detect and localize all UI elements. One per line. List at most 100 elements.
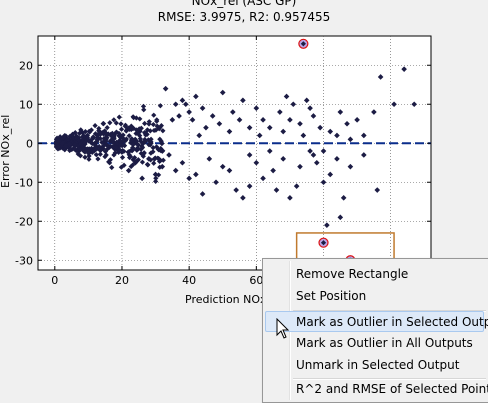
data-point (146, 156, 152, 162)
data-point (82, 129, 89, 135)
data-point (113, 141, 119, 147)
data-point (320, 240, 327, 246)
data-point (121, 148, 127, 154)
data-point (84, 132, 91, 138)
data-point (109, 164, 115, 171)
data-point (236, 117, 243, 123)
chart-subtitle: RMSE: 3.9975, R2: 0.957455 (157, 10, 331, 24)
data-point (118, 126, 125, 132)
y-tick-label: 0 (26, 137, 33, 150)
data-point (189, 117, 196, 123)
data-point (317, 124, 323, 131)
data-point (139, 159, 146, 165)
context-menu[interactable]: Remove Rectangle Set Position Mark as Ou… (262, 258, 488, 403)
y-tick-label: -20 (15, 215, 33, 228)
data-point (75, 151, 81, 157)
data-point (109, 138, 116, 144)
data-point (240, 195, 246, 201)
chart-title: NOx_rel (ASC GP) (191, 0, 297, 8)
data-point (73, 148, 79, 154)
data-point (113, 129, 120, 135)
menu-item-unmark-selected[interactable]: Unmark in Selected Output (265, 355, 484, 376)
data-point (82, 140, 88, 146)
data-point (280, 156, 287, 162)
data-point (347, 163, 354, 170)
data-point (283, 93, 290, 100)
x-tick-label: 20 (115, 274, 129, 287)
data-point (246, 124, 253, 131)
data-point (92, 131, 99, 137)
data-point (293, 183, 300, 189)
data-point (120, 138, 126, 145)
data-point (92, 123, 98, 129)
data-point (226, 128, 233, 135)
data-point (277, 109, 283, 115)
data-point (270, 167, 276, 174)
data-point (135, 146, 142, 152)
data-point (98, 147, 104, 153)
data-point (266, 148, 273, 154)
data-point (172, 167, 179, 174)
data-point (158, 123, 165, 129)
data-point (126, 133, 132, 139)
data-point (151, 160, 157, 166)
data-point (119, 154, 126, 161)
menu-item-r2-rmse[interactable]: R^2 and RMSE of Selected Points (265, 379, 488, 400)
menu-item-label: Mark as Outlier in All Outputs (296, 336, 473, 350)
data-point (320, 179, 327, 186)
data-point (140, 103, 147, 109)
menu-item-label: R^2 and RMSE of Selected Points (296, 382, 488, 396)
data-point (142, 120, 148, 127)
data-point (377, 74, 384, 80)
menu-item-mark-outlier-all[interactable]: Mark as Outlier in All Outputs (265, 333, 484, 354)
data-point (300, 132, 307, 139)
data-point (130, 156, 136, 163)
menu-item-mark-outlier-selected[interactable]: Mark as Outlier in Selected Output (265, 311, 488, 332)
data-point (89, 140, 95, 147)
data-point (97, 151, 103, 157)
data-point (135, 130, 141, 137)
data-point (374, 187, 381, 193)
data-point (260, 117, 266, 123)
data-point (130, 142, 136, 148)
data-point (96, 125, 102, 132)
data-point (141, 150, 147, 156)
data-point (253, 105, 260, 111)
data-point (287, 195, 293, 201)
axes-area[interactable] (37, 35, 432, 271)
x-tick-label: 0 (51, 274, 58, 287)
data-point (310, 113, 317, 119)
data-point (337, 109, 344, 115)
data-point (152, 171, 159, 178)
data-point (128, 163, 134, 170)
menu-item-remove-rectangle[interactable]: Remove Rectangle (265, 264, 484, 285)
data-point (206, 156, 213, 162)
data-point (109, 132, 115, 139)
data-point (81, 133, 87, 139)
data-point (209, 113, 216, 119)
data-point (101, 142, 107, 149)
x-axis-label: Prediction NOx_ (185, 293, 273, 306)
data-point (90, 134, 96, 140)
data-point (102, 154, 108, 160)
data-point (118, 121, 124, 127)
data-point (307, 105, 313, 111)
axis-ticks: 0 20 40 60 20 10 0 -10 -20 -30 (15, 36, 431, 287)
y-tick-label: -30 (15, 254, 33, 267)
data-point (113, 144, 119, 150)
data-point (148, 150, 154, 156)
data-point (273, 187, 280, 193)
menu-item-set-position[interactable]: Set Position (265, 286, 484, 307)
data-point (80, 145, 86, 151)
data-point (361, 152, 367, 158)
y-axis-label: Error NOx_rel (0, 115, 12, 188)
data-point (157, 147, 163, 153)
data-point (107, 120, 113, 126)
menu-item-label: Remove Rectangle (296, 267, 409, 281)
data-point (66, 141, 73, 148)
data-point (307, 148, 313, 154)
data-point (139, 175, 145, 182)
data-point (199, 191, 206, 197)
data-point (95, 134, 101, 140)
